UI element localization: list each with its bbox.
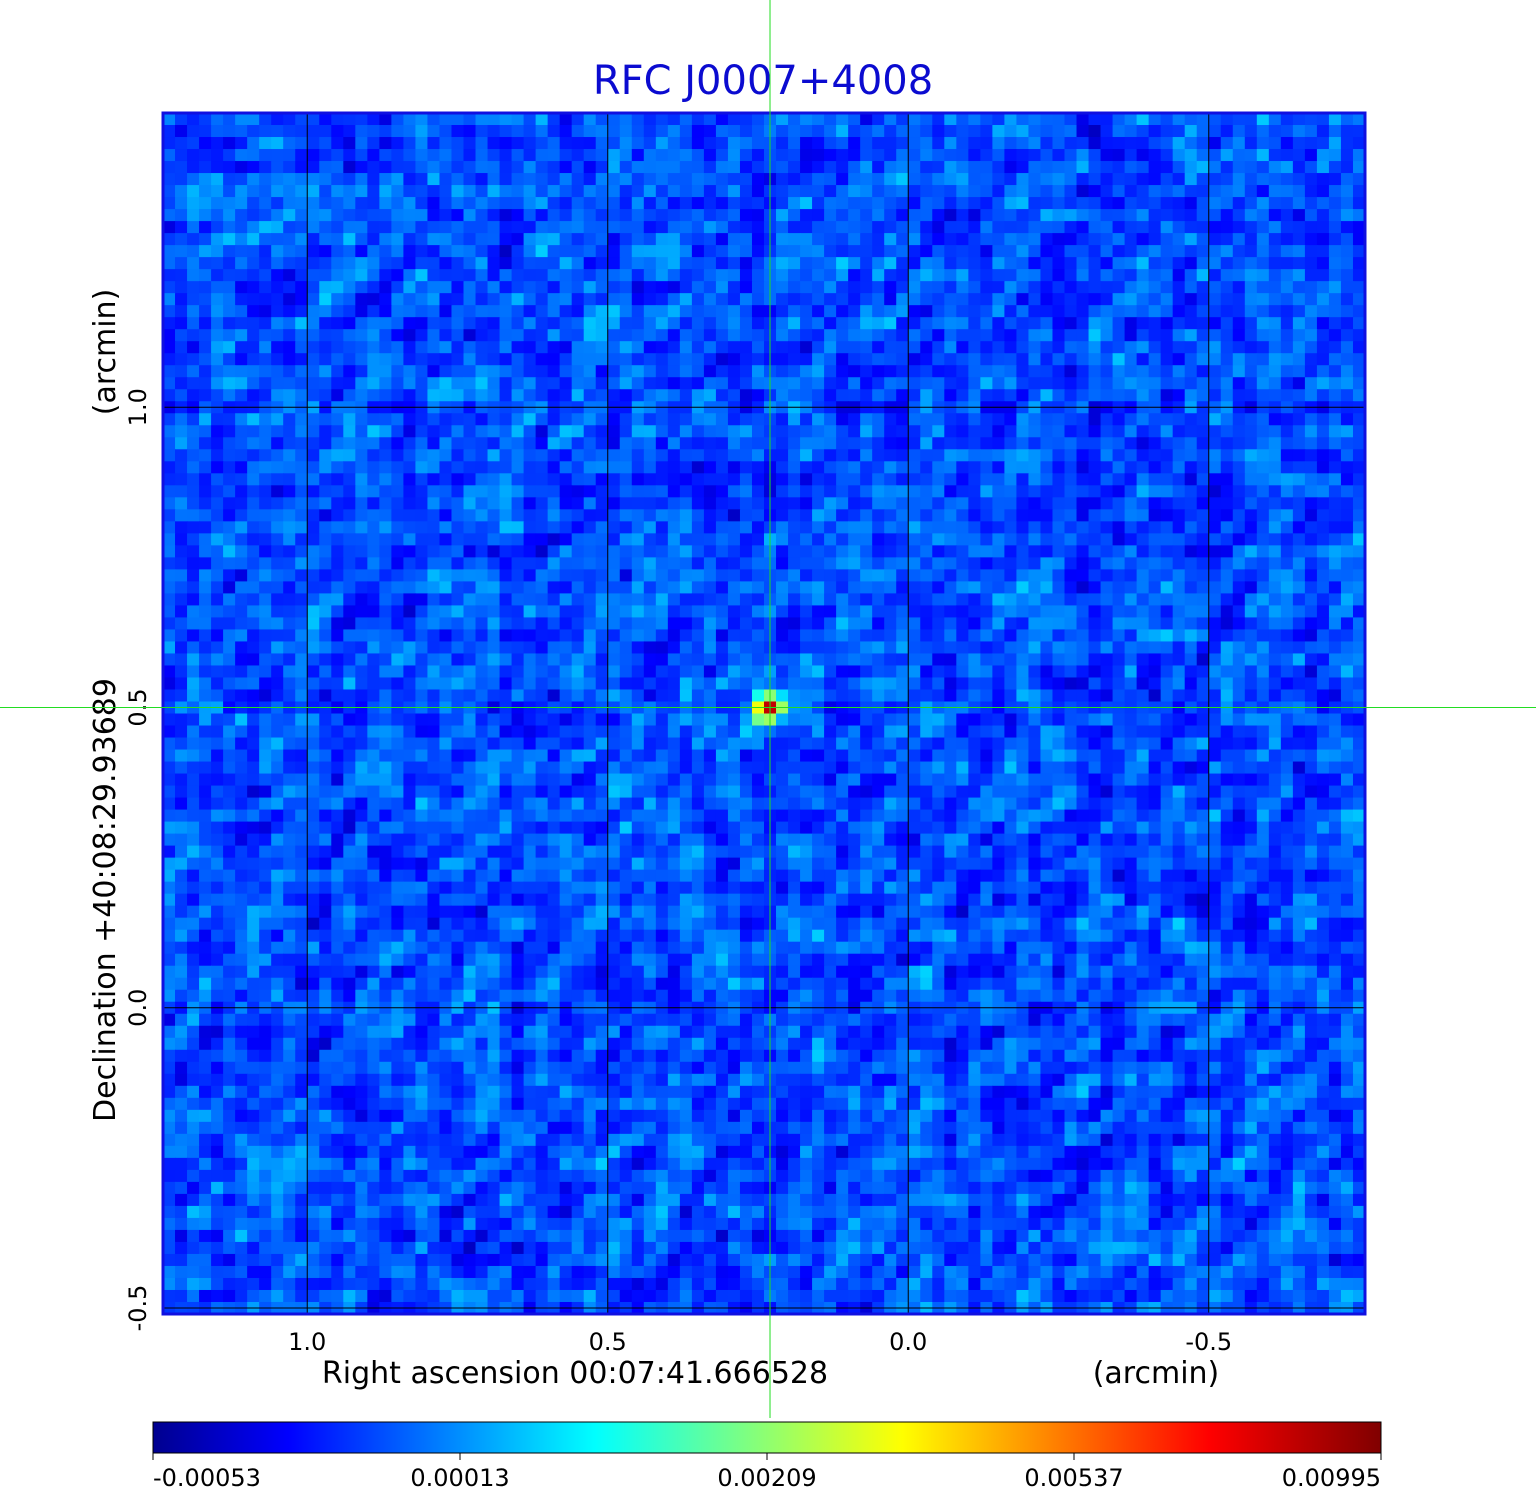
- y-tick-label: -0.5: [124, 1285, 152, 1332]
- colorbar-tick-label: -0.00053: [153, 1464, 261, 1492]
- y-axis-label: Declination +40:08:29.93689: [88, 678, 123, 1122]
- x-tick-label: -0.5: [1185, 1328, 1232, 1356]
- colorbar: [152, 1421, 1382, 1454]
- plot-frame: [161, 111, 1367, 1316]
- y-axis-ticks: 1.00.50.0-0.5: [124, 388, 152, 1331]
- colorbar-ticks: -0.00053 0.00013 0.00209 0.00537 0.00995: [152, 1453, 1382, 1492]
- colorbar-tick-label: 0.00537: [1024, 1464, 1123, 1492]
- y-axis-unit: (arcmin): [88, 289, 123, 416]
- colorbar-tick-label: 0.00209: [717, 1464, 816, 1492]
- y-tick-label: 0.0: [124, 989, 152, 1027]
- x-axis-unit: (arcmin): [1093, 1356, 1220, 1391]
- intensity-map: [163, 113, 1366, 1315]
- colorbar-tick-label: 0.00013: [410, 1464, 509, 1492]
- source-crosshair: [0, 0, 1536, 1418]
- x-axis-label: Right ascension 00:07:41.666528: [322, 1356, 828, 1391]
- x-tick-label: 1.0: [288, 1328, 326, 1356]
- chart-title: RFC J0007+4008: [593, 58, 933, 104]
- x-tick-label: 0.5: [589, 1328, 627, 1356]
- colorbar-tick-label: 0.00995: [1282, 1464, 1381, 1492]
- x-tick-label: 0.0: [889, 1328, 927, 1356]
- y-tick-label: 1.0: [124, 388, 152, 426]
- x-axis-ticks: 1.0 0.5 0.0 -0.5: [288, 1328, 1232, 1356]
